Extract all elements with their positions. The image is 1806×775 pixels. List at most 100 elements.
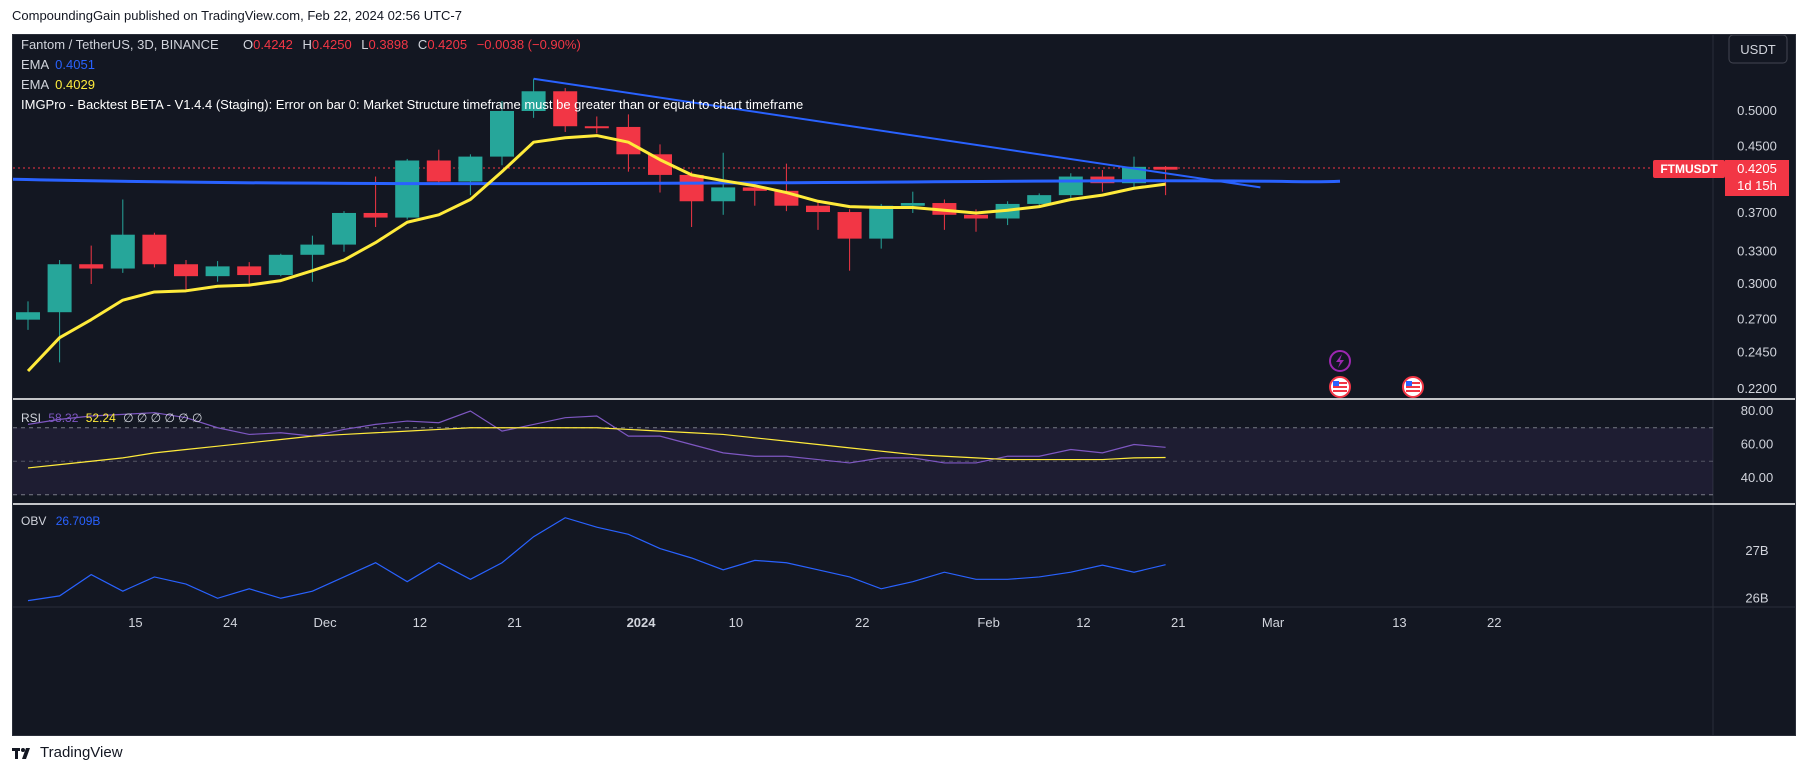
time-axis-label: Dec: [313, 615, 337, 630]
price-axis-label: 0.2200: [1737, 381, 1777, 396]
candle-body: [900, 203, 925, 206]
candle: [47, 260, 72, 363]
obv-axis-label: 26B: [1745, 590, 1768, 605]
us-flag-event-icon[interactable]: [1329, 376, 1351, 398]
candle-body: [79, 264, 104, 269]
candle: [174, 260, 198, 290]
candle: [300, 235, 325, 282]
candle: [205, 261, 230, 282]
candle-body: [174, 264, 198, 277]
trendline: [533, 77, 1261, 189]
candle: [1122, 156, 1146, 190]
candle: [553, 88, 578, 132]
rsi-ma-line: [27, 427, 1166, 469]
candle: [16, 301, 40, 330]
candle-body: [553, 91, 578, 127]
candle: [332, 211, 356, 252]
candle: [648, 144, 672, 193]
price-tag-value: 0.4205: [1737, 161, 1777, 176]
candle-body: [679, 174, 704, 202]
candle-body: [363, 212, 388, 218]
chart-frame[interactable]: 0.5000 0.4500 0.3700 0.3300 0.3000 0.2700 0.24…: [12, 34, 1796, 736]
candle: [142, 232, 167, 268]
us-flag-event-icon-2[interactable]: [1402, 376, 1424, 398]
price-tag: FTMUSDT 0.4205 1d 15h: [1653, 160, 1789, 196]
candle: [869, 203, 894, 249]
candle: [679, 171, 704, 227]
currency-button-label: USDT: [1740, 42, 1775, 57]
candle: [268, 253, 293, 277]
candle-body: [1153, 166, 1178, 170]
candle-body: [964, 214, 988, 219]
price-axis-label: 0.4500: [1737, 139, 1777, 154]
candle-body: [837, 212, 862, 239]
obv-legend[interactable]: OBV 26.709B: [21, 514, 100, 528]
candle-body: [648, 154, 672, 175]
ema-slow-line: [26, 134, 1166, 373]
currency-button[interactable]: USDT: [1728, 34, 1788, 64]
price-axis-label: 0.3300: [1737, 244, 1777, 259]
price-axis-label: 0.5000: [1737, 103, 1777, 118]
candle: [458, 154, 483, 196]
candle-body: [521, 91, 546, 111]
candle: [995, 201, 1020, 226]
lightning-event-icon[interactable]: [1329, 350, 1351, 372]
candle: [521, 78, 546, 118]
candle: [837, 209, 862, 271]
rsi-axis-label: 40.00: [1741, 470, 1774, 485]
candle: [616, 114, 641, 172]
time-axis-label: 15: [128, 615, 142, 630]
publisher-line: CompoundingGain published on TradingView…: [12, 8, 462, 23]
rsi-axis-label: 60.00: [1741, 437, 1774, 452]
candle-body: [458, 156, 483, 182]
tradingview-logo-icon: [12, 747, 30, 759]
rsi-axis-label: 80.00: [1741, 403, 1774, 418]
obv-axis-label: 27B: [1745, 543, 1768, 558]
candle: [79, 245, 104, 284]
candle-body: [869, 205, 894, 239]
time-axis-label: 21: [507, 615, 521, 630]
candle: [110, 199, 135, 273]
candle-body: [426, 160, 451, 182]
time-axis-label: Feb: [977, 615, 999, 630]
time-axis-label: 22: [1487, 615, 1501, 630]
chart-canvas[interactable]: 0.5000 0.4500 0.3700 0.3300 0.3000 0.2700 0.24…: [12, 34, 1795, 735]
candle: [900, 191, 925, 213]
candle-body: [237, 266, 262, 276]
time-axis-label: 12: [1076, 615, 1090, 630]
candle-body: [490, 111, 514, 157]
legend-ema-2[interactable]: EMA 0.4029: [21, 77, 95, 92]
ema-fast-line: [12, 177, 1341, 186]
obv-line: [27, 517, 1166, 602]
time-axis-label: 2024: [627, 615, 657, 630]
candle-body: [1027, 195, 1052, 204]
candle-body: [1122, 166, 1146, 184]
time-axis-label: 10: [729, 615, 743, 630]
rsi-legend[interactable]: RSI 58.32 52.24 ∅ ∅ ∅ ∅ ∅ ∅: [21, 411, 203, 425]
price-tag-symbol: FTMUSDT: [1660, 162, 1718, 176]
candle: [1058, 173, 1083, 200]
candle: [237, 262, 262, 284]
candle-body: [268, 254, 293, 276]
candle-body: [742, 187, 767, 191]
footer-brand-label: TradingView: [40, 744, 123, 761]
candle-body: [142, 234, 167, 265]
legend-ohlc: O0.4242 H0.4250 L0.3898 C0.4205 −0.0038 …: [243, 37, 581, 52]
time-axis-label: 12: [413, 615, 427, 630]
legend-indicator-error[interactable]: IMGPro - Backtest BETA - V1.4.4 (Staging…: [21, 97, 803, 112]
time-axis-label: 13: [1392, 615, 1406, 630]
footer-brand[interactable]: TradingView: [12, 744, 123, 761]
price-axis-label: 0.2700: [1737, 312, 1777, 327]
candle-body: [806, 205, 830, 213]
candle: [490, 100, 514, 166]
time-axis-label: Mar: [1262, 615, 1285, 630]
candle-body: [16, 312, 40, 320]
time-axis-label: 24: [223, 615, 237, 630]
candle-body: [1058, 176, 1083, 196]
legend-ema-1[interactable]: EMA 0.4051: [21, 57, 95, 72]
candle: [932, 199, 957, 230]
time-axis-label: 21: [1171, 615, 1185, 630]
candle: [806, 202, 830, 230]
candle-body: [110, 234, 135, 269]
legend-symbol[interactable]: Fantom / TetherUS, 3D, BINANCE: [21, 37, 219, 52]
